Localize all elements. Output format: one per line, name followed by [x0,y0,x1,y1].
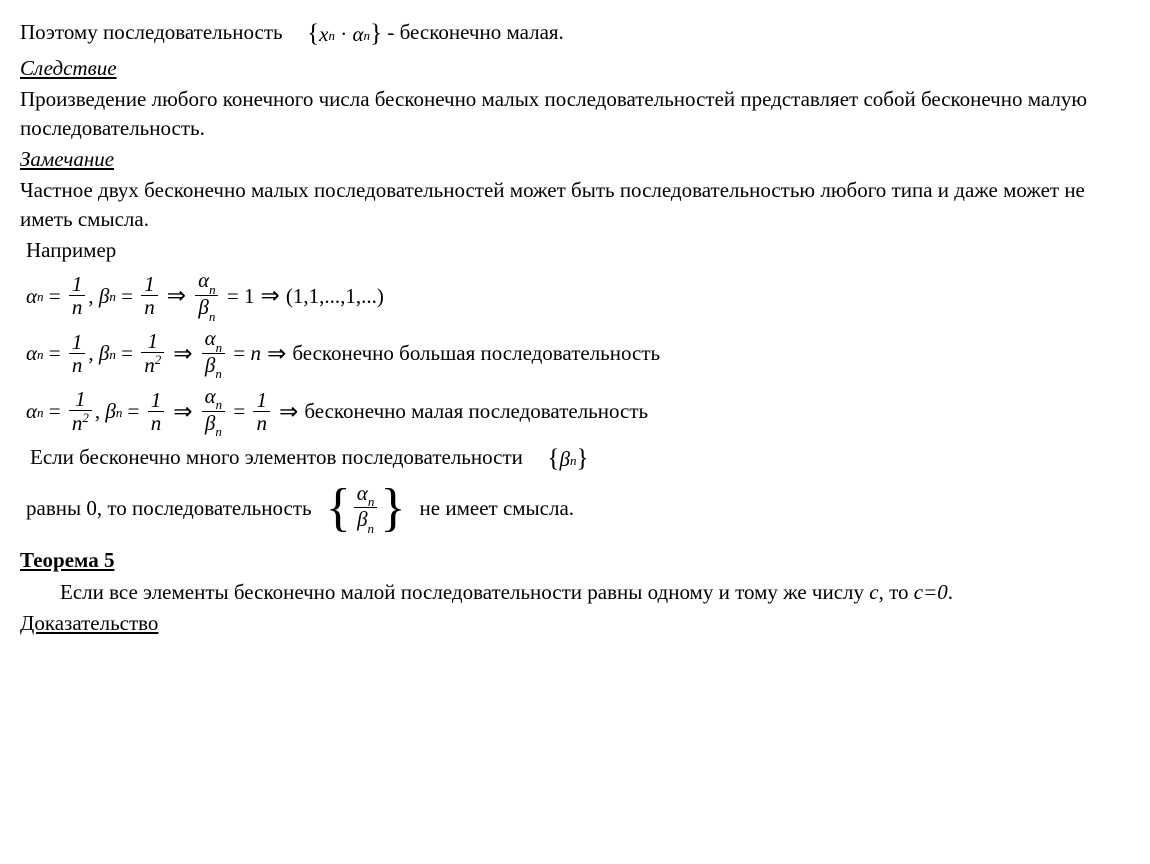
remark-heading: Замечание [20,145,1130,173]
corollary-heading: Следствие [20,54,1130,82]
equation-3: αn = 1n2 , βn = 1n ⇒ αn βn = 1n ⇒ бескон… [26,385,1130,438]
alpha-over-beta-set: { αn βn } [326,482,406,535]
theorem-heading: Теорема 5 [20,546,1130,574]
corollary-text: Произведение любого конечного числа беск… [20,85,1130,142]
condition-part1: Если бесконечно много элементов последов… [30,442,1130,476]
intro-before: Поэтому последовательность [20,20,283,44]
equation-1: αn = 1n , βn = 1n ⇒ αn βn = 1 ⇒ (1,1,...… [26,269,1130,322]
intro-after: - бесконечно малая. [387,20,563,44]
set-expr: { xn · αn } [307,17,382,51]
condition-part2: равны 0, то последовательность { αn βn }… [26,482,1130,535]
example-label: Например [26,236,1130,264]
intro-line: Поэтому последовательность { xn · αn } -… [20,17,1130,51]
proof-heading: Доказательство [20,609,1130,637]
equation-2: αn = 1n , βn = 1n2 ⇒ αn βn = n ⇒ бесконе… [26,327,1130,380]
remark-text: Частное двух бесконечно малых последоват… [20,176,1130,233]
theorem-body: Если все элементы бесконечно малой после… [20,578,1130,606]
beta-set: { βn } [547,442,588,476]
